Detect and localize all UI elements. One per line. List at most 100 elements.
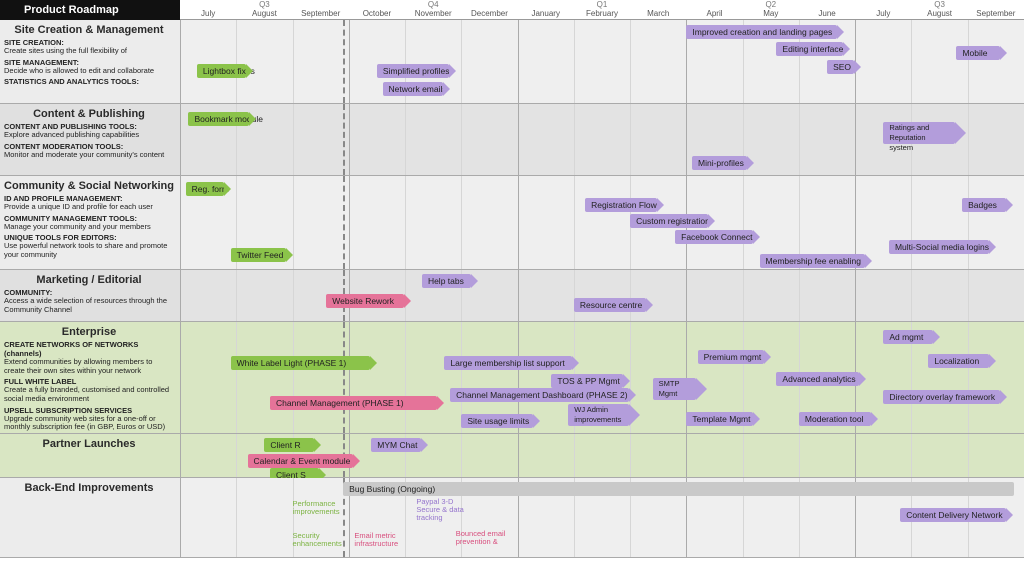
- roadmap-bar[interactable]: White Label Light (PHASE 1): [231, 356, 370, 370]
- roadmap-bar[interactable]: Channel Management (PHASE 1): [270, 396, 437, 410]
- lane-grid: Reg. form Twitter Feed Registration Flow Cu…: [180, 176, 1024, 269]
- roadmap-bar[interactable]: MYM Chat: [371, 438, 420, 452]
- roadmap-bar[interactable]: Reg. form: [186, 182, 224, 196]
- roadmap-bar[interactable]: WJ Admin improvements: [568, 404, 629, 426]
- swimlane: Back-End Improvements Bug Busting (Ongoin…: [0, 478, 1024, 558]
- swimlanes: Site Creation & Management SITE CREATION:…: [0, 20, 1024, 558]
- lane-info: Community & Social NetworkingID AND PROF…: [0, 176, 180, 269]
- roadmap-root: Product Roadmap Q3Q4Q1Q2Q3JulyAugustSept…: [0, 0, 1024, 575]
- roadmap-bar[interactable]: TOS & PP Mgmt: [551, 374, 623, 388]
- roadmap-bar[interactable]: Ad mgmt: [883, 330, 932, 344]
- roadmap-bar[interactable]: Moderation tool: [799, 412, 871, 426]
- month-label: March: [630, 9, 686, 20]
- lane-grid: White Label Light (PHASE 1) Channel Manag…: [180, 322, 1024, 433]
- swimlane: Enterprise CREATE NETWORKS OF NETWORKS (c…: [0, 322, 1024, 434]
- month-label: June: [799, 9, 855, 20]
- quarter-label: Q2: [686, 0, 855, 9]
- roadmap-bar[interactable]: Badges: [962, 198, 1006, 212]
- backend-note: Paypal 3-D Secure & data tracking: [416, 498, 476, 522]
- roadmap-bar[interactable]: Mini-profiles: [692, 156, 747, 170]
- roadmap-bar[interactable]: Help tabs: [422, 274, 471, 288]
- swimlane: Content & PublishingCONTENT AND PUBLISHI…: [0, 104, 1024, 176]
- roadmap-bar[interactable]: Website Rework: [326, 294, 403, 308]
- roadmap-bar[interactable]: Content Delivery Network: [900, 508, 1006, 522]
- lane-desc: SITE CREATION:Create sites using the ful…: [4, 38, 174, 86]
- month-label: September: [293, 9, 349, 20]
- roadmap-bar[interactable]: Multi-Social media logins: [889, 240, 989, 254]
- roadmap-bar[interactable]: Improved creation and landing pages: [686, 25, 837, 39]
- timeline-header: Q3Q4Q1Q2Q3JulyAugustSeptemberOctoberNove…: [180, 0, 1024, 19]
- today-line: [343, 20, 345, 103]
- roadmap-bar[interactable]: Facebook Connect: [675, 230, 752, 244]
- lane-info: Back-End Improvements: [0, 478, 180, 557]
- roadmap-bar[interactable]: Channel Management Dashboard (PHASE 2): [450, 388, 629, 402]
- roadmap-bar[interactable]: Site usage limits: [461, 414, 533, 428]
- backend-note: Security enhancements: [293, 532, 353, 548]
- roadmap-bar[interactable]: Bug Busting (Ongoing): [343, 482, 1014, 496]
- roadmap-bar[interactable]: Bookmark module: [188, 112, 249, 126]
- roadmap-bar[interactable]: Registration Flow: [585, 198, 657, 212]
- month-label: February: [574, 9, 630, 20]
- roadmap-bar[interactable]: Client R: [264, 438, 313, 452]
- roadmap-bar[interactable]: Advanced analytics: [776, 372, 859, 386]
- month-label: December: [461, 9, 517, 20]
- lane-info: Marketing / Editorial COMMUNITY:Access a …: [0, 270, 180, 321]
- roadmap-bar[interactable]: Lightbox fixes: [197, 64, 246, 78]
- lane-grid: Bookmark module Ratings and Reputation sy…: [180, 104, 1024, 175]
- roadmap-bar[interactable]: Simplified profiles: [377, 64, 449, 78]
- lane-info: Partner Launches: [0, 434, 180, 477]
- roadmap-bar[interactable]: Calendar & Event module: [248, 454, 354, 468]
- roadmap-bar[interactable]: SMTP Mgmt: [653, 378, 697, 400]
- swimlane: Marketing / Editorial COMMUNITY:Access a …: [0, 270, 1024, 322]
- roadmap-bar[interactable]: SEO: [827, 60, 854, 74]
- lane-title: Back-End Improvements: [4, 482, 174, 494]
- roadmap-bar[interactable]: Custom registration: [630, 214, 707, 228]
- quarter-label: Q4: [349, 0, 518, 9]
- lane-grid: Client RCalendar & Event moduleClient SM…: [180, 434, 1024, 477]
- roadmap-bar[interactable]: Twitter Feed: [231, 248, 286, 262]
- lane-title: Enterprise: [4, 326, 174, 338]
- backend-note: Email metric infrastructure: [354, 532, 414, 548]
- roadmap-bar[interactable]: Localization: [928, 354, 989, 368]
- today-line: [343, 322, 345, 433]
- lane-desc: CONTENT AND PUBLISHING TOOLS:Explore adv…: [4, 122, 174, 159]
- month-label: May: [743, 9, 799, 20]
- roadmap-bar[interactable]: Membership fee enabling: [760, 254, 866, 268]
- lane-desc: CREATE NETWORKS OF NETWORKS (channels)Ex…: [4, 340, 174, 432]
- lane-title: Partner Launches: [4, 438, 174, 450]
- month-label: August: [911, 9, 967, 20]
- roadmap-bar[interactable]: Large membership list support: [444, 356, 572, 370]
- month-label: July: [180, 9, 236, 20]
- backend-note: Performance improvements: [293, 500, 353, 516]
- today-line: [343, 104, 345, 175]
- quarter-label: Q3: [180, 0, 349, 9]
- roadmap-bar[interactable]: Editing interface: [776, 42, 842, 56]
- lane-title: Community & Social Networking: [4, 180, 174, 192]
- header-row: Product Roadmap Q3Q4Q1Q2Q3JulyAugustSept…: [0, 0, 1024, 20]
- month-label: October: [349, 9, 405, 20]
- lane-grid: Bug Busting (Ongoing) Performance improve…: [180, 478, 1024, 557]
- roadmap-bar[interactable]: Template Mgmt: [686, 412, 752, 426]
- roadmap-bar[interactable]: Directory overlay framework: [883, 390, 1000, 404]
- roadmap-bar[interactable]: Network emails: [383, 82, 444, 96]
- quarter-label: Q3: [855, 0, 1024, 9]
- backend-note: Bounced email prevention &: [456, 530, 516, 546]
- lane-title: Site Creation & Management: [4, 24, 174, 36]
- lane-grid: Help tabs Website Rework Resource centre: [180, 270, 1024, 321]
- roadmap-bar[interactable]: Resource centre: [574, 298, 646, 312]
- today-line: [343, 176, 345, 269]
- lane-title: Marketing / Editorial: [4, 274, 174, 286]
- roadmap-bar[interactable]: Mobile: [956, 46, 1000, 60]
- page-title: Product Roadmap: [0, 0, 180, 20]
- roadmap-bar[interactable]: Ratings and Reputation system: [883, 122, 955, 144]
- lane-info: Site Creation & Management SITE CREATION:…: [0, 20, 180, 103]
- roadmap-bar[interactable]: Premium mgmt: [698, 350, 764, 364]
- month-label: September: [968, 9, 1024, 20]
- lane-info: Content & PublishingCONTENT AND PUBLISHI…: [0, 104, 180, 175]
- lane-grid: Lightbox fixes Simplified profiles Network…: [180, 20, 1024, 103]
- month-label: January: [518, 9, 574, 20]
- swimlane: Community & Social NetworkingID AND PROF…: [0, 176, 1024, 270]
- month-label: July: [855, 9, 911, 20]
- month-label: April: [686, 9, 742, 20]
- lane-desc: COMMUNITY:Access a wide selection of res…: [4, 288, 174, 314]
